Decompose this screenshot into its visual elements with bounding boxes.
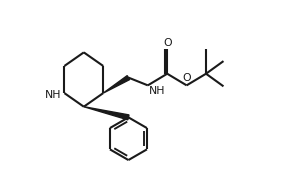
Text: O: O: [182, 73, 191, 83]
Polygon shape: [103, 76, 130, 93]
Polygon shape: [84, 107, 129, 120]
Text: NH: NH: [45, 90, 62, 100]
Text: NH: NH: [149, 86, 165, 96]
Text: O: O: [163, 37, 172, 48]
